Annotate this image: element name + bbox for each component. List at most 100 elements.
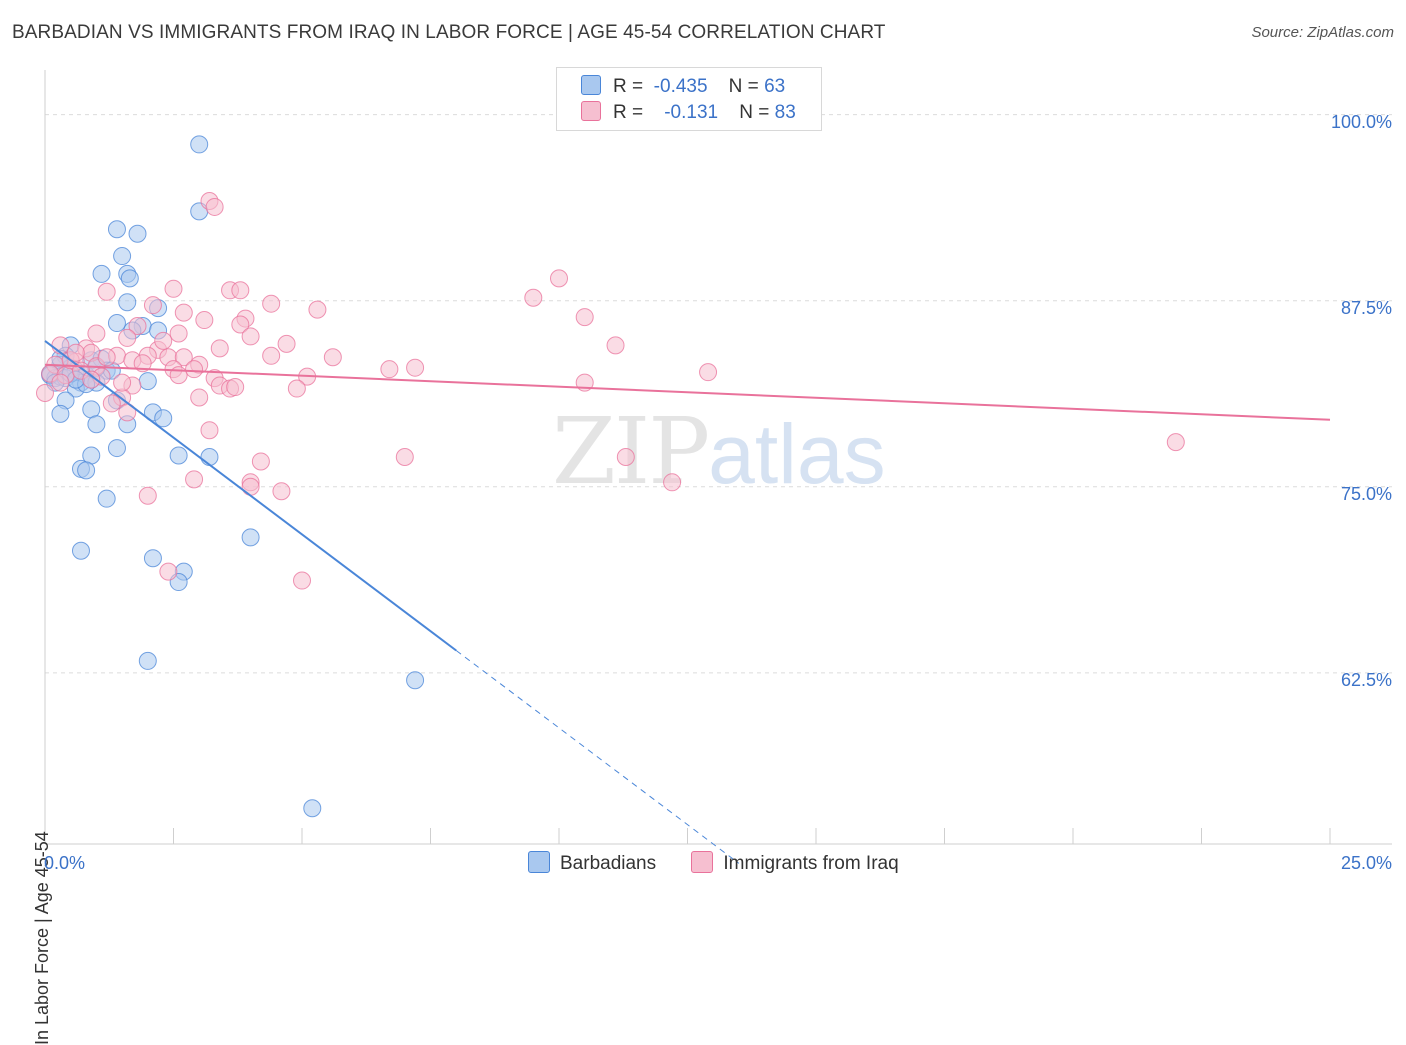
legend-n-value: 83 (774, 102, 796, 123)
point-iraq (406, 358, 425, 377)
point-barbadians (71, 541, 90, 560)
correlation-legend: R = -0.435 N = 63 R = -0.131 N = 83 (556, 67, 822, 131)
point-iraq (118, 328, 137, 347)
point-barbadians (128, 224, 147, 243)
point-iraq (241, 327, 260, 346)
point-barbadians (107, 220, 126, 239)
point-iraq (380, 360, 399, 379)
point-barbadians (190, 135, 209, 154)
legend-label: Immigrants from Iraq (723, 853, 899, 874)
chart-title: BARBADIAN VS IMMIGRANTS FROM IRAQ IN LAB… (12, 22, 886, 43)
x-tick-label-max: 25.0% (1340, 853, 1392, 873)
point-iraq (272, 482, 291, 501)
legend-row-barbadians: R = -0.435 N = 63 (581, 75, 785, 101)
trendline-barbadians (44, 340, 457, 652)
point-iraq (616, 448, 635, 466)
legend-item-iraq[interactable]: Immigrants from Iraq (691, 851, 899, 875)
y-tick-label: 62.5% (1340, 669, 1392, 690)
legend-r-label: R = (613, 76, 644, 97)
point-iraq (251, 452, 270, 471)
point-iraq (97, 348, 116, 367)
point-iraq (164, 279, 183, 298)
point-iraq (174, 348, 193, 367)
series-legend: Barbadians Immigrants from Iraq (528, 851, 929, 875)
legend-r-label: R = (613, 102, 644, 123)
y-tick-label: 87.5% (1340, 297, 1392, 318)
point-iraq (159, 562, 178, 581)
source-label: Source: ZipAtlas.com (1251, 24, 1394, 41)
watermark-atlas: atlas (708, 407, 886, 501)
legend-r-value: -0.131 (664, 102, 719, 123)
legend-label: Barbadians (560, 853, 657, 874)
point-iraq (205, 197, 224, 216)
point-barbadians (92, 264, 111, 283)
point-barbadians (97, 489, 116, 508)
legend-n-label: N = (728, 76, 759, 97)
point-iraq (190, 388, 209, 407)
point-barbadians (107, 314, 126, 333)
trendline-iraq (44, 363, 1331, 421)
point-iraq (51, 373, 70, 392)
legend-swatch-iraq (581, 101, 601, 121)
point-iraq (185, 360, 204, 379)
point-iraq (277, 334, 296, 353)
point-iraq (226, 378, 245, 397)
point-barbadians (138, 651, 157, 670)
point-iraq (395, 448, 414, 466)
point-iraq (308, 300, 327, 319)
point-iraq (323, 348, 342, 367)
legend-r-value: -0.435 (653, 76, 708, 97)
point-iraq (185, 470, 204, 489)
point-iraq (169, 324, 188, 343)
point-iraq (138, 486, 157, 505)
x-tick-label-min: 0.0% (44, 853, 86, 873)
point-iraq (293, 571, 311, 590)
legend-n-label: N = (739, 102, 770, 123)
point-iraq (262, 294, 281, 313)
point-iraq (36, 383, 54, 402)
legend-swatch (528, 851, 550, 873)
point-barbadians (303, 799, 322, 818)
point-barbadians (241, 528, 260, 547)
point-iraq (113, 373, 132, 392)
point-iraq (195, 311, 214, 330)
point-barbadians (200, 448, 219, 466)
point-iraq (133, 354, 152, 373)
point-iraq (128, 317, 147, 336)
point-barbadians (138, 372, 157, 391)
point-iraq (200, 421, 219, 440)
point-iraq (524, 288, 543, 307)
point-iraq (154, 331, 173, 350)
point-iraq (241, 477, 260, 496)
point-iraq (66, 343, 85, 362)
point-barbadians (107, 439, 126, 458)
point-iraq (262, 346, 281, 365)
point-barbadians (169, 446, 188, 465)
point-iraq (87, 324, 106, 343)
point-iraq (550, 269, 568, 288)
point-iraq (699, 363, 718, 382)
legend-swatch (691, 851, 714, 873)
point-iraq (210, 339, 229, 358)
y-tick-label: 100.0% (1330, 111, 1392, 132)
point-iraq (169, 366, 188, 385)
point-iraq (663, 473, 682, 492)
point-iraq (231, 315, 250, 334)
legend-n-value: 63 (764, 76, 786, 97)
point-iraq (174, 303, 193, 322)
point-barbadians (51, 404, 70, 423)
point-iraq (606, 336, 625, 355)
point-iraq (575, 308, 594, 327)
point-iraq (231, 281, 250, 300)
point-barbadians (154, 409, 173, 428)
point-iraq (143, 296, 162, 315)
legend-row-iraq: R = -0.131 N = 83 (581, 101, 796, 127)
legend-item-barbadians[interactable]: Barbadians (528, 851, 656, 875)
point-barbadians (77, 461, 96, 480)
point-barbadians (87, 415, 106, 434)
point-barbadians (406, 671, 425, 690)
y-tick-label: 75.0% (1340, 483, 1392, 504)
point-iraq (287, 379, 306, 398)
legend-swatch-barbadians (581, 75, 601, 95)
point-barbadians (118, 293, 137, 312)
